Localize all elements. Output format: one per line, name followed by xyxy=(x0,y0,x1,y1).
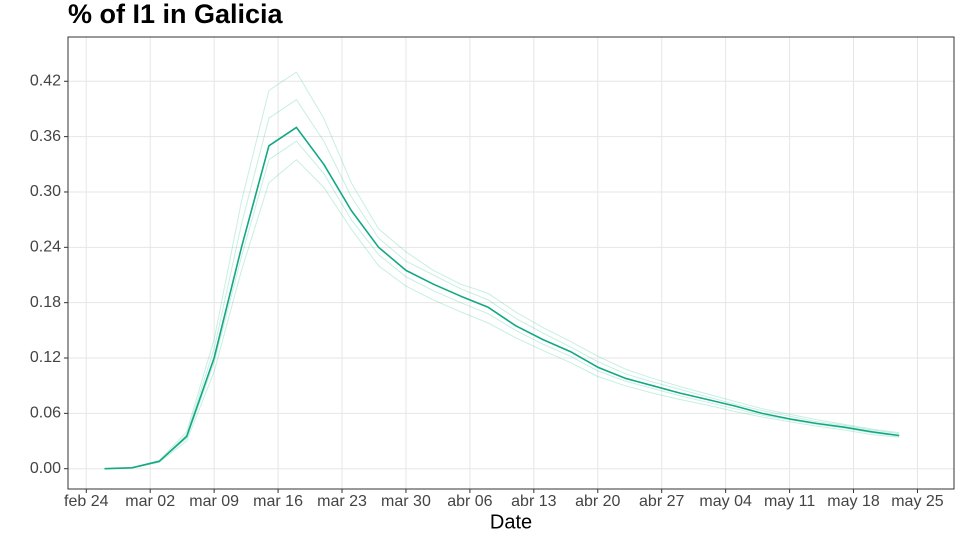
x-tick-label: abr 20 xyxy=(575,493,620,510)
x-tick-label: mar 02 xyxy=(125,493,175,510)
x-tick-label: mar 30 xyxy=(381,493,431,510)
x-tick-label: abr 06 xyxy=(447,493,492,510)
x-tick-label: mar 16 xyxy=(253,493,303,510)
x-tick-label: may 18 xyxy=(827,493,880,510)
line xyxy=(104,140,900,470)
line xyxy=(104,159,900,470)
y-tick-label: 0.12 xyxy=(30,349,61,366)
x-tick-label: may 25 xyxy=(891,493,944,510)
x-tick-label: may 11 xyxy=(764,493,815,510)
y-tick-label: 0.24 xyxy=(30,239,61,256)
x-tick-label: mar 09 xyxy=(189,493,239,510)
y-tick-label: 0.00 xyxy=(30,460,61,477)
plot-background xyxy=(68,37,954,489)
line xyxy=(104,126,900,470)
y-tick-label: 0.30 xyxy=(30,183,61,200)
x-tick-label: feb 24 xyxy=(64,493,109,510)
y-tick-label: 0.36 xyxy=(30,128,61,145)
chart-title: % of I1 in Galicia xyxy=(68,0,284,29)
plot-border xyxy=(67,36,955,490)
x-tick-label: abr 13 xyxy=(511,493,556,510)
x-tick-label: may 04 xyxy=(699,493,752,510)
line xyxy=(104,99,900,470)
x-tick-label: abr 27 xyxy=(639,493,684,510)
y-tick-label: 0.42 xyxy=(30,72,61,89)
x-axis-title: Date xyxy=(490,511,532,533)
y-tick-label: 0.18 xyxy=(30,294,61,311)
x-tick-label: mar 23 xyxy=(317,493,367,510)
line xyxy=(104,71,900,470)
y-tick-label: 0.06 xyxy=(30,405,61,422)
